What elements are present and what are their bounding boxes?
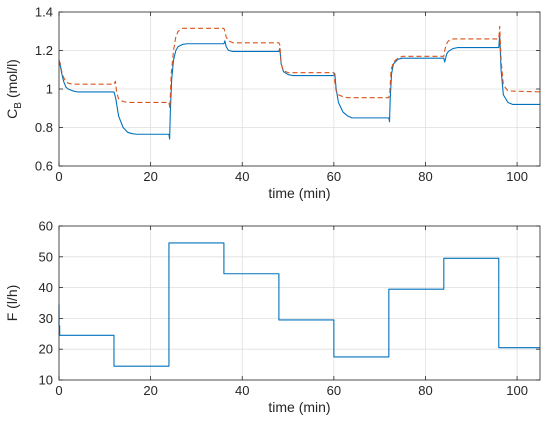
concentration-x-tick-label: 100 [506, 169, 528, 184]
flow-x-tick-label: 20 [143, 383, 157, 398]
concentration-y-label-unit: (mol/l) [4, 59, 20, 98]
flow-x-tick-label: 0 [55, 383, 62, 398]
flow-series-line-solid [58, 242, 540, 367]
flow-plot-area [59, 226, 540, 380]
concentration-series-line-solid [58, 34, 540, 140]
concentration-x-tick-label: 80 [418, 169, 432, 184]
concentration-x-tick-label: 40 [235, 169, 249, 184]
concentration-series [58, 25, 541, 140]
concentration-x-tick-label: 20 [143, 169, 157, 184]
concentration-y-tick-label: 1.2 [35, 43, 53, 58]
concentration-y-axis-label: CB (mol/l) [4, 59, 24, 119]
concentration-axes: 0 20 40 60 80 100 0.6 0.8 1 1.2 1.4 time (min) CB (… [4, 5, 541, 201]
concentration-y-tick-label: 1.4 [35, 5, 53, 20]
flow-y-tick-label: 50 [39, 249, 53, 264]
flow-y-tick-label: 40 [39, 280, 53, 295]
flow-ticks: 0 20 40 60 80 100 10 20 30 40 50 60 [39, 219, 540, 398]
flow-x-axis-label: time (min) [268, 399, 330, 415]
concentration-y-label-main: C [4, 109, 20, 119]
flow-x-tick-label: 100 [506, 383, 528, 398]
concentration-y-tick-label: 0.8 [35, 120, 53, 135]
concentration-y-tick-label: 1 [46, 82, 53, 97]
flow-series [58, 242, 540, 367]
flow-y-tick-label: 30 [39, 311, 53, 326]
concentration-y-label-subscript: B [13, 102, 24, 109]
flow-y-axis-label: F (l/h) [4, 285, 20, 322]
flow-y-tick-label: 20 [39, 342, 53, 357]
flow-axes: 0 20 40 60 80 100 10 20 30 40 50 60 time (min) F (l… [4, 219, 541, 415]
concentration-y-tick-label: 0.6 [35, 159, 53, 174]
flow-y-tick-label: 60 [39, 219, 53, 234]
flow-y-tick-label: 10 [39, 373, 53, 388]
flow-x-tick-label: 80 [418, 383, 432, 398]
flow-x-tick-label: 40 [235, 383, 249, 398]
concentration-x-axis-label: time (min) [268, 185, 330, 201]
concentration-series-line-dashed [58, 25, 541, 109]
concentration-x-tick-label: 0 [55, 169, 62, 184]
flow-x-tick-label: 60 [327, 383, 341, 398]
flow-axes-box [58, 225, 541, 381]
concentration-ticks: 0 20 40 60 80 100 0.6 0.8 1 1.2 1.4 [35, 5, 540, 184]
concentration-x-tick-label: 60 [327, 169, 341, 184]
